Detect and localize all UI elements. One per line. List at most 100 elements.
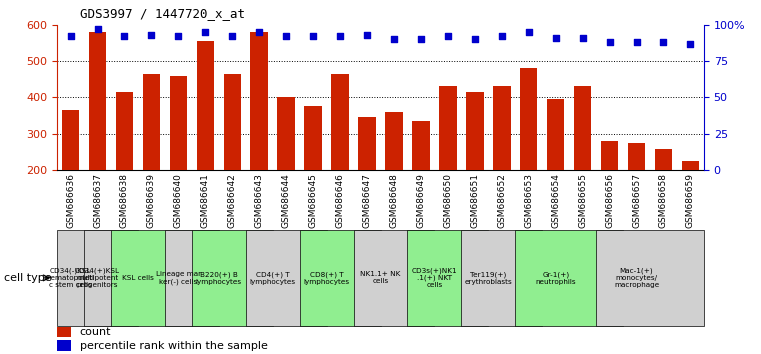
Point [603,39,616,45]
Point [523,29,535,35]
Text: GSM686644: GSM686644 [282,173,291,228]
Bar [57,341,72,351]
Text: GSM686639: GSM686639 [147,173,156,228]
Text: GSM686658: GSM686658 [659,173,668,228]
Point [145,32,158,38]
Bar [57,230,111,326]
Bar [331,74,349,242]
Text: CD3s(+)NK1
.1(+) NKT
cells: CD3s(+)NK1 .1(+) NKT cells [412,267,457,289]
Text: GSM686655: GSM686655 [578,173,587,228]
Text: GSM686653: GSM686653 [524,173,533,228]
Bar [601,141,619,242]
Text: GSM686652: GSM686652 [497,173,506,228]
Text: GSM686640: GSM686640 [174,173,183,228]
Text: Lineage mar
ker(-) cells: Lineage mar ker(-) cells [156,271,201,285]
Text: GSM686649: GSM686649 [416,173,425,228]
Text: GSM686641: GSM686641 [201,173,210,228]
Bar [654,149,672,242]
Bar [520,68,537,242]
Text: percentile rank within the sample: percentile rank within the sample [80,341,268,351]
Bar [358,117,376,242]
Point [684,41,696,46]
Bar [385,112,403,242]
Text: GSM686648: GSM686648 [390,173,399,228]
Bar [89,32,107,242]
Text: cell type: cell type [4,273,52,283]
Point [388,36,400,42]
Point [630,39,642,45]
Text: GSM686643: GSM686643 [255,173,264,228]
Bar [466,92,483,242]
Bar [116,92,133,242]
Text: GSM686650: GSM686650 [444,173,452,228]
Text: GDS3997 / 1447720_x_at: GDS3997 / 1447720_x_at [80,7,245,20]
Bar [407,230,489,326]
Text: KSL cells: KSL cells [122,275,154,281]
Bar [250,32,268,242]
Text: GSM686651: GSM686651 [470,173,479,228]
Bar [300,230,380,326]
Text: NK1.1+ NK
cells: NK1.1+ NK cells [360,272,401,284]
Bar [196,41,214,242]
Point [469,36,481,42]
Bar [142,74,160,242]
Bar [224,74,241,242]
Bar [354,230,435,326]
Point [199,29,212,35]
Point [549,35,562,41]
Point [442,34,454,39]
Point [495,34,508,39]
Bar [62,110,79,242]
Bar [304,107,322,242]
Bar [111,230,192,326]
Text: Mac-1(+)
monocytes/
macrophage: Mac-1(+) monocytes/ macrophage [614,268,659,288]
Bar [515,230,623,326]
Bar [412,121,430,242]
Text: GSM686657: GSM686657 [632,173,641,228]
Point [119,34,131,39]
Bar [547,99,565,242]
Bar [596,230,704,326]
Bar [493,86,511,242]
Text: GSM686638: GSM686638 [120,173,129,228]
Text: Ter119(+)
erythroblasts: Ter119(+) erythroblasts [464,271,512,285]
Point [226,34,238,39]
Text: CD34(+)KSL
multipotent
progenitors: CD34(+)KSL multipotent progenitors [75,268,120,288]
Text: CD4(+) T
lymphocytes: CD4(+) T lymphocytes [250,271,296,285]
Bar [278,97,295,242]
Bar [461,230,542,326]
Point [65,34,77,39]
Text: GSM686642: GSM686642 [228,173,237,228]
Point [253,29,266,35]
Bar [682,161,699,242]
Text: GSM686659: GSM686659 [686,173,695,228]
Point [91,26,103,32]
Text: GSM686645: GSM686645 [309,173,317,228]
Text: count: count [80,327,111,337]
Text: CD8(+) T
lymphocytes: CD8(+) T lymphocytes [304,271,349,285]
Point [334,34,346,39]
Text: GSM686656: GSM686656 [605,173,614,228]
Bar [628,143,645,242]
Bar [246,230,326,326]
Text: GSM686647: GSM686647 [362,173,371,228]
Point [280,34,292,39]
Text: GSM686636: GSM686636 [66,173,75,228]
Point [415,36,427,42]
Bar [165,230,219,326]
Bar [84,230,138,326]
Text: GSM686637: GSM686637 [93,173,102,228]
Point [307,34,319,39]
Text: B220(+) B
lymphocytes: B220(+) B lymphocytes [196,271,242,285]
Bar [574,86,591,242]
Bar [170,75,187,242]
Point [577,35,589,41]
Text: Gr-1(+)
neutrophils: Gr-1(+) neutrophils [536,271,576,285]
Text: GSM686646: GSM686646 [336,173,345,228]
Point [658,39,670,45]
Bar [57,327,72,337]
Text: CD34(-)KSL
hematopoieti
c stem cells: CD34(-)KSL hematopoieti c stem cells [46,268,94,288]
Text: GSM686654: GSM686654 [551,173,560,228]
Bar [192,230,272,326]
Bar [439,86,457,242]
